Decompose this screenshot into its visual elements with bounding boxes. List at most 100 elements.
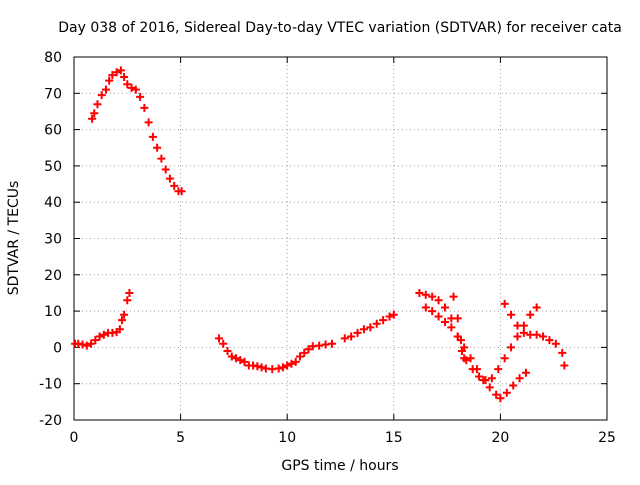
data-point: [219, 339, 228, 348]
data-point: [91, 336, 100, 345]
data-point: [440, 303, 449, 312]
plot-frame: [73, 56, 608, 421]
data-point: [115, 325, 124, 334]
data-point: [347, 332, 356, 341]
data-point: [494, 365, 503, 374]
x-tick-label: 10: [278, 430, 296, 446]
data-point: [440, 317, 449, 326]
data-point: [521, 368, 530, 377]
data-point: [372, 319, 381, 328]
data-point: [500, 354, 509, 363]
data-point: [300, 348, 309, 357]
data-point: [214, 334, 223, 343]
data-point: [127, 83, 136, 92]
data-point: [144, 118, 153, 127]
y-tick-label: -10: [39, 377, 62, 393]
data-point: [223, 347, 232, 356]
data-point: [502, 388, 511, 397]
data-point: [460, 343, 469, 352]
y-tick-label: 70: [44, 86, 62, 102]
series-arc-3: [214, 334, 336, 374]
data-point: [519, 328, 528, 337]
data-point: [95, 332, 104, 341]
data-point: [295, 352, 304, 361]
data-point: [157, 154, 166, 163]
data-point: [105, 76, 114, 85]
data-point: [496, 394, 505, 403]
data-point: [93, 100, 102, 109]
data-point: [88, 114, 97, 123]
data-point: [227, 352, 236, 361]
y-tick-labels: -20 -10 0 10 20 30 40 50 60 70 80: [39, 50, 62, 429]
data-point: [101, 85, 110, 94]
data-point: [177, 187, 186, 196]
data-point: [253, 362, 262, 371]
chart-title: Day 038 of 2016, Sidereal Day-to-day VTE…: [58, 20, 622, 36]
data-point: [170, 181, 179, 190]
data-point: [359, 325, 368, 334]
data-point: [140, 103, 149, 112]
data-point: [526, 310, 535, 319]
data-points: [71, 66, 569, 403]
data-point: [123, 296, 132, 305]
y-tick-label: 20: [44, 268, 62, 284]
data-point: [353, 328, 362, 337]
data-point: [558, 348, 567, 357]
data-point: [449, 292, 458, 301]
x-tick-label: 15: [385, 430, 403, 446]
x-tick-label: 20: [491, 430, 509, 446]
data-point: [434, 312, 443, 321]
data-point: [485, 383, 494, 392]
data-point: [123, 80, 132, 89]
data-point: [97, 91, 106, 100]
data-point: [385, 312, 394, 321]
x-tick-label: 25: [598, 430, 616, 446]
data-point: [428, 307, 437, 316]
y-tick-label: 30: [44, 232, 62, 248]
data-point: [475, 372, 484, 381]
data-point: [315, 341, 324, 350]
data-point: [453, 314, 462, 323]
data-point: [492, 390, 501, 399]
data-point: [278, 363, 287, 372]
data-point: [487, 374, 496, 383]
data-point: [148, 132, 157, 141]
data-point: [421, 303, 430, 312]
data-point: [379, 316, 388, 325]
x-axis-label: GPS time / hours: [281, 458, 398, 474]
data-point: [99, 330, 108, 339]
data-point: [136, 92, 145, 101]
data-point: [87, 339, 96, 348]
data-point: [428, 292, 437, 301]
data-point: [236, 356, 245, 365]
data-point: [545, 336, 554, 345]
axis-ticks: [73, 56, 608, 421]
y-tick-label: 60: [44, 123, 62, 139]
x-tick-label: 5: [176, 430, 185, 446]
data-point: [472, 365, 481, 374]
grid-lines: [74, 57, 607, 420]
series-arc-1: [88, 66, 186, 196]
data-point: [120, 72, 129, 81]
data-point: [456, 336, 465, 345]
data-point: [507, 310, 516, 319]
data-point: [415, 288, 424, 297]
x-tick-label: 0: [70, 430, 79, 446]
data-point: [532, 303, 541, 312]
data-point: [131, 85, 140, 94]
y-tick-label: 80: [44, 50, 62, 66]
data-point: [434, 296, 443, 305]
data-point: [500, 299, 509, 308]
data-point: [90, 109, 99, 118]
data-point: [82, 341, 91, 350]
data-point: [389, 310, 398, 319]
y-tick-label: 0: [53, 340, 62, 356]
data-point: [161, 165, 170, 174]
data-point: [165, 174, 174, 183]
y-axis-label: SDTVAR / TECUs: [6, 181, 22, 296]
series-arc-4: [340, 310, 398, 343]
data-point: [340, 334, 349, 343]
series-arc-7: [449, 292, 469, 363]
